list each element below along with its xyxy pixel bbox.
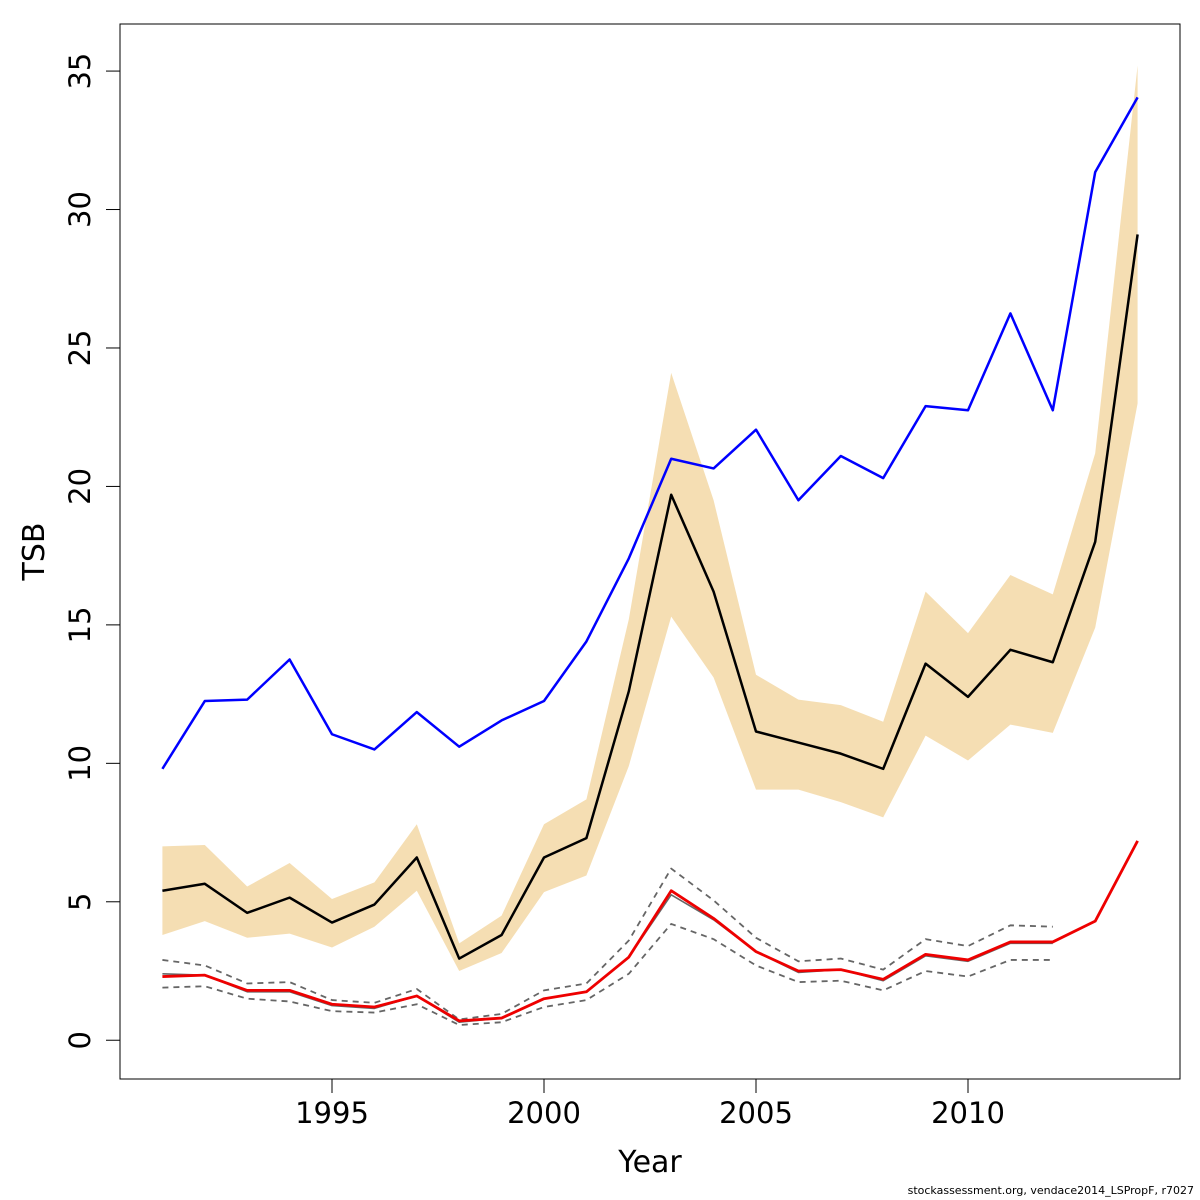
x-tick-label: 2000 xyxy=(507,1096,581,1130)
y-tick-label: 15 xyxy=(63,606,97,643)
y-tick-label: 35 xyxy=(63,53,97,90)
series-red-line xyxy=(162,840,1139,1023)
series-upper-dashed-line xyxy=(162,867,1053,1021)
y-tick-label: 0 xyxy=(63,1031,97,1049)
x-tick-label: 2005 xyxy=(719,1096,793,1130)
x-tick-label: 2010 xyxy=(931,1096,1005,1130)
y-tick-label: 25 xyxy=(63,330,97,367)
confidence-band xyxy=(162,65,1138,972)
y-tick-label: 20 xyxy=(63,468,97,505)
confidence-band-layer xyxy=(162,65,1138,972)
y-tick-label: 30 xyxy=(63,191,97,228)
x-tick-label: 1995 xyxy=(295,1096,369,1130)
series-layer xyxy=(161,96,1139,1026)
y-tick-label: 10 xyxy=(63,745,97,782)
y-axis-title: TSB xyxy=(17,523,52,582)
x-axis-title: Year xyxy=(617,1145,682,1180)
footer-credit: stockassessment.org, vendace2014_LSPropF… xyxy=(907,1184,1194,1197)
series-black-line xyxy=(162,234,1139,960)
axis-layer: 1995 2000 2005 2010 0 5 10 15 20 25 30 35 xyxy=(63,53,1005,1130)
y-tick-label: 5 xyxy=(63,893,97,911)
series-blue-line xyxy=(161,96,1139,770)
